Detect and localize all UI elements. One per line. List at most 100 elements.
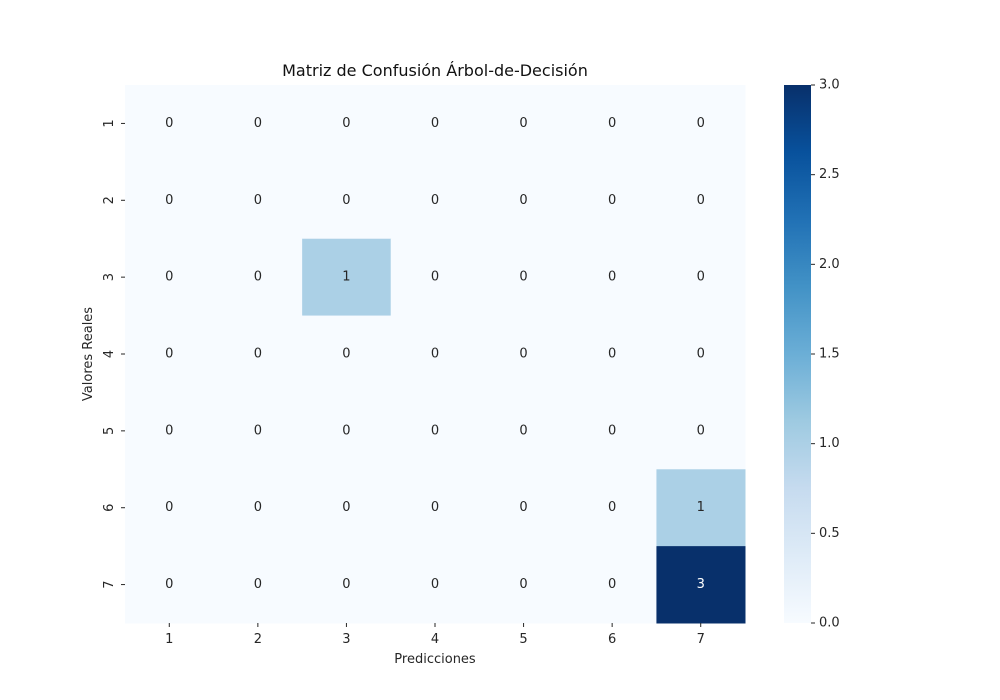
y-axis-title: Valores Reales: [81, 307, 96, 401]
heatmap-cell: [213, 392, 303, 470]
cell-value-label: 1: [697, 500, 705, 515]
x-tick-label: 1: [165, 632, 173, 647]
cell-value-label: 0: [697, 347, 705, 362]
cell-value-label: 0: [165, 270, 173, 285]
cell-value-label: 0: [254, 423, 262, 438]
heatmap-cell: [302, 392, 392, 470]
heatmap-cell: [479, 161, 569, 240]
cell-value-label: 0: [165, 193, 173, 208]
cell-value-label: 0: [431, 270, 439, 285]
y-axis-ticks: 1 2 3 4 5 6 7: [102, 119, 125, 589]
heatmap-cell: [302, 238, 392, 317]
y-tick-label: 5: [102, 427, 117, 435]
cell-value-label: 0: [165, 577, 173, 592]
cell-value-label: 0: [697, 423, 705, 438]
heatmap-cell: [302, 161, 392, 240]
heatmap-cell: [567, 392, 657, 470]
heatmap-cell-labels: 0 0 0 0 0 0 0 0 0 0 0 0 0 0 0 0 1 0 0 0 0 0 0 0 0 0 0 0 0 0 0 0 0 0 0 0 0 0 0 0…: [165, 116, 705, 592]
colorbar-tick-label: 1.5: [819, 347, 840, 362]
x-tick-label: 6: [608, 632, 616, 647]
cell-value-label: 0: [608, 193, 616, 208]
cell-value-label: 0: [342, 423, 350, 438]
colorbar-ticks: 0.0 0.5 1.0 1.5 2.0 2.5 3.0: [811, 78, 840, 631]
y-tick-label: 2: [102, 196, 117, 204]
heatmap-cell: [125, 546, 215, 624]
x-tick-label: 2: [254, 632, 262, 647]
y-tick-label: 7: [102, 580, 117, 588]
chart-title: Matriz de Confusión Árbol-de-Decisión: [282, 61, 588, 80]
cell-value-label: 0: [519, 423, 527, 438]
x-tick-label: 3: [342, 632, 350, 647]
heatmap-cell: [390, 469, 480, 547]
heatmap-cell: [567, 238, 657, 317]
cell-value-label: 0: [697, 116, 705, 131]
colorbar-tick-label: 3.0: [819, 78, 840, 93]
heatmap-cell: [213, 161, 303, 240]
heatmap-cell: [125, 392, 215, 470]
cell-value-label: 0: [519, 193, 527, 208]
cell-value-label: 0: [165, 423, 173, 438]
heatmap-cell: [567, 161, 657, 240]
cell-value-label: 0: [608, 116, 616, 131]
cell-value-label: 1: [342, 270, 350, 285]
heatmap-cell: [479, 546, 569, 624]
cell-value-label: 0: [165, 116, 173, 131]
heatmap-cell: [125, 469, 215, 547]
heatmap-cell: [656, 85, 746, 163]
cell-value-label: 0: [608, 423, 616, 438]
heatmap-cell: [479, 392, 569, 470]
heatmap-cells: [125, 85, 746, 624]
cell-value-label: 0: [431, 423, 439, 438]
heatmap-cell: [125, 161, 215, 240]
cell-value-label: 0: [342, 193, 350, 208]
heatmap-cell: [390, 161, 480, 240]
cell-value-label: 0: [608, 577, 616, 592]
heatmap-cell: [302, 315, 392, 393]
cell-value-label: 0: [342, 116, 350, 131]
cell-value-label: 0: [342, 500, 350, 515]
cell-value-label: 0: [254, 500, 262, 515]
cell-value-label: 0: [519, 116, 527, 131]
cell-value-label: 0: [697, 193, 705, 208]
heatmap-cell: [125, 315, 215, 393]
heatmap-cell: [656, 238, 746, 317]
heatmap-cell: [390, 392, 480, 470]
y-tick-label: 3: [102, 273, 117, 281]
y-tick-label: 6: [102, 504, 117, 512]
cell-value-label: 0: [342, 577, 350, 592]
cell-value-label: 0: [431, 116, 439, 131]
colorbar-tick-label: 2.0: [819, 257, 840, 272]
cell-value-label: 0: [608, 347, 616, 362]
cell-value-label: 0: [254, 347, 262, 362]
colorbar: [784, 85, 811, 623]
cell-value-label: 0: [165, 347, 173, 362]
heatmap-cell: [302, 469, 392, 547]
heatmap-cell: [390, 238, 480, 317]
heatmap-cell: [656, 392, 746, 470]
cell-value-label: 0: [431, 347, 439, 362]
heatmap-cell: [390, 315, 480, 393]
y-tick-label: 4: [102, 350, 117, 358]
cell-value-label: 0: [165, 500, 173, 515]
heatmap-cell: [656, 161, 746, 240]
heatmap-cell: [213, 315, 303, 393]
heatmap-cell: [567, 315, 657, 393]
cell-value-label: 0: [254, 193, 262, 208]
heatmap-cell: [213, 238, 303, 317]
heatmap-cell: [656, 546, 746, 624]
heatmap-cell: [213, 85, 303, 163]
heatmap-cell: [479, 85, 569, 163]
cell-value-label: 0: [697, 270, 705, 285]
cell-value-label: 0: [431, 500, 439, 515]
x-tick-label: 5: [519, 632, 527, 647]
heatmap-cell: [125, 85, 215, 163]
cell-value-label: 0: [342, 347, 350, 362]
cell-value-label: 0: [519, 347, 527, 362]
heatmap-cell: [567, 546, 657, 624]
heatmap-cell: [479, 238, 569, 317]
heatmap-cell: [479, 315, 569, 393]
cell-value-label: 0: [608, 500, 616, 515]
cell-value-label: 0: [254, 577, 262, 592]
cell-value-label: 0: [608, 270, 616, 285]
heatmap-cell: [567, 85, 657, 163]
